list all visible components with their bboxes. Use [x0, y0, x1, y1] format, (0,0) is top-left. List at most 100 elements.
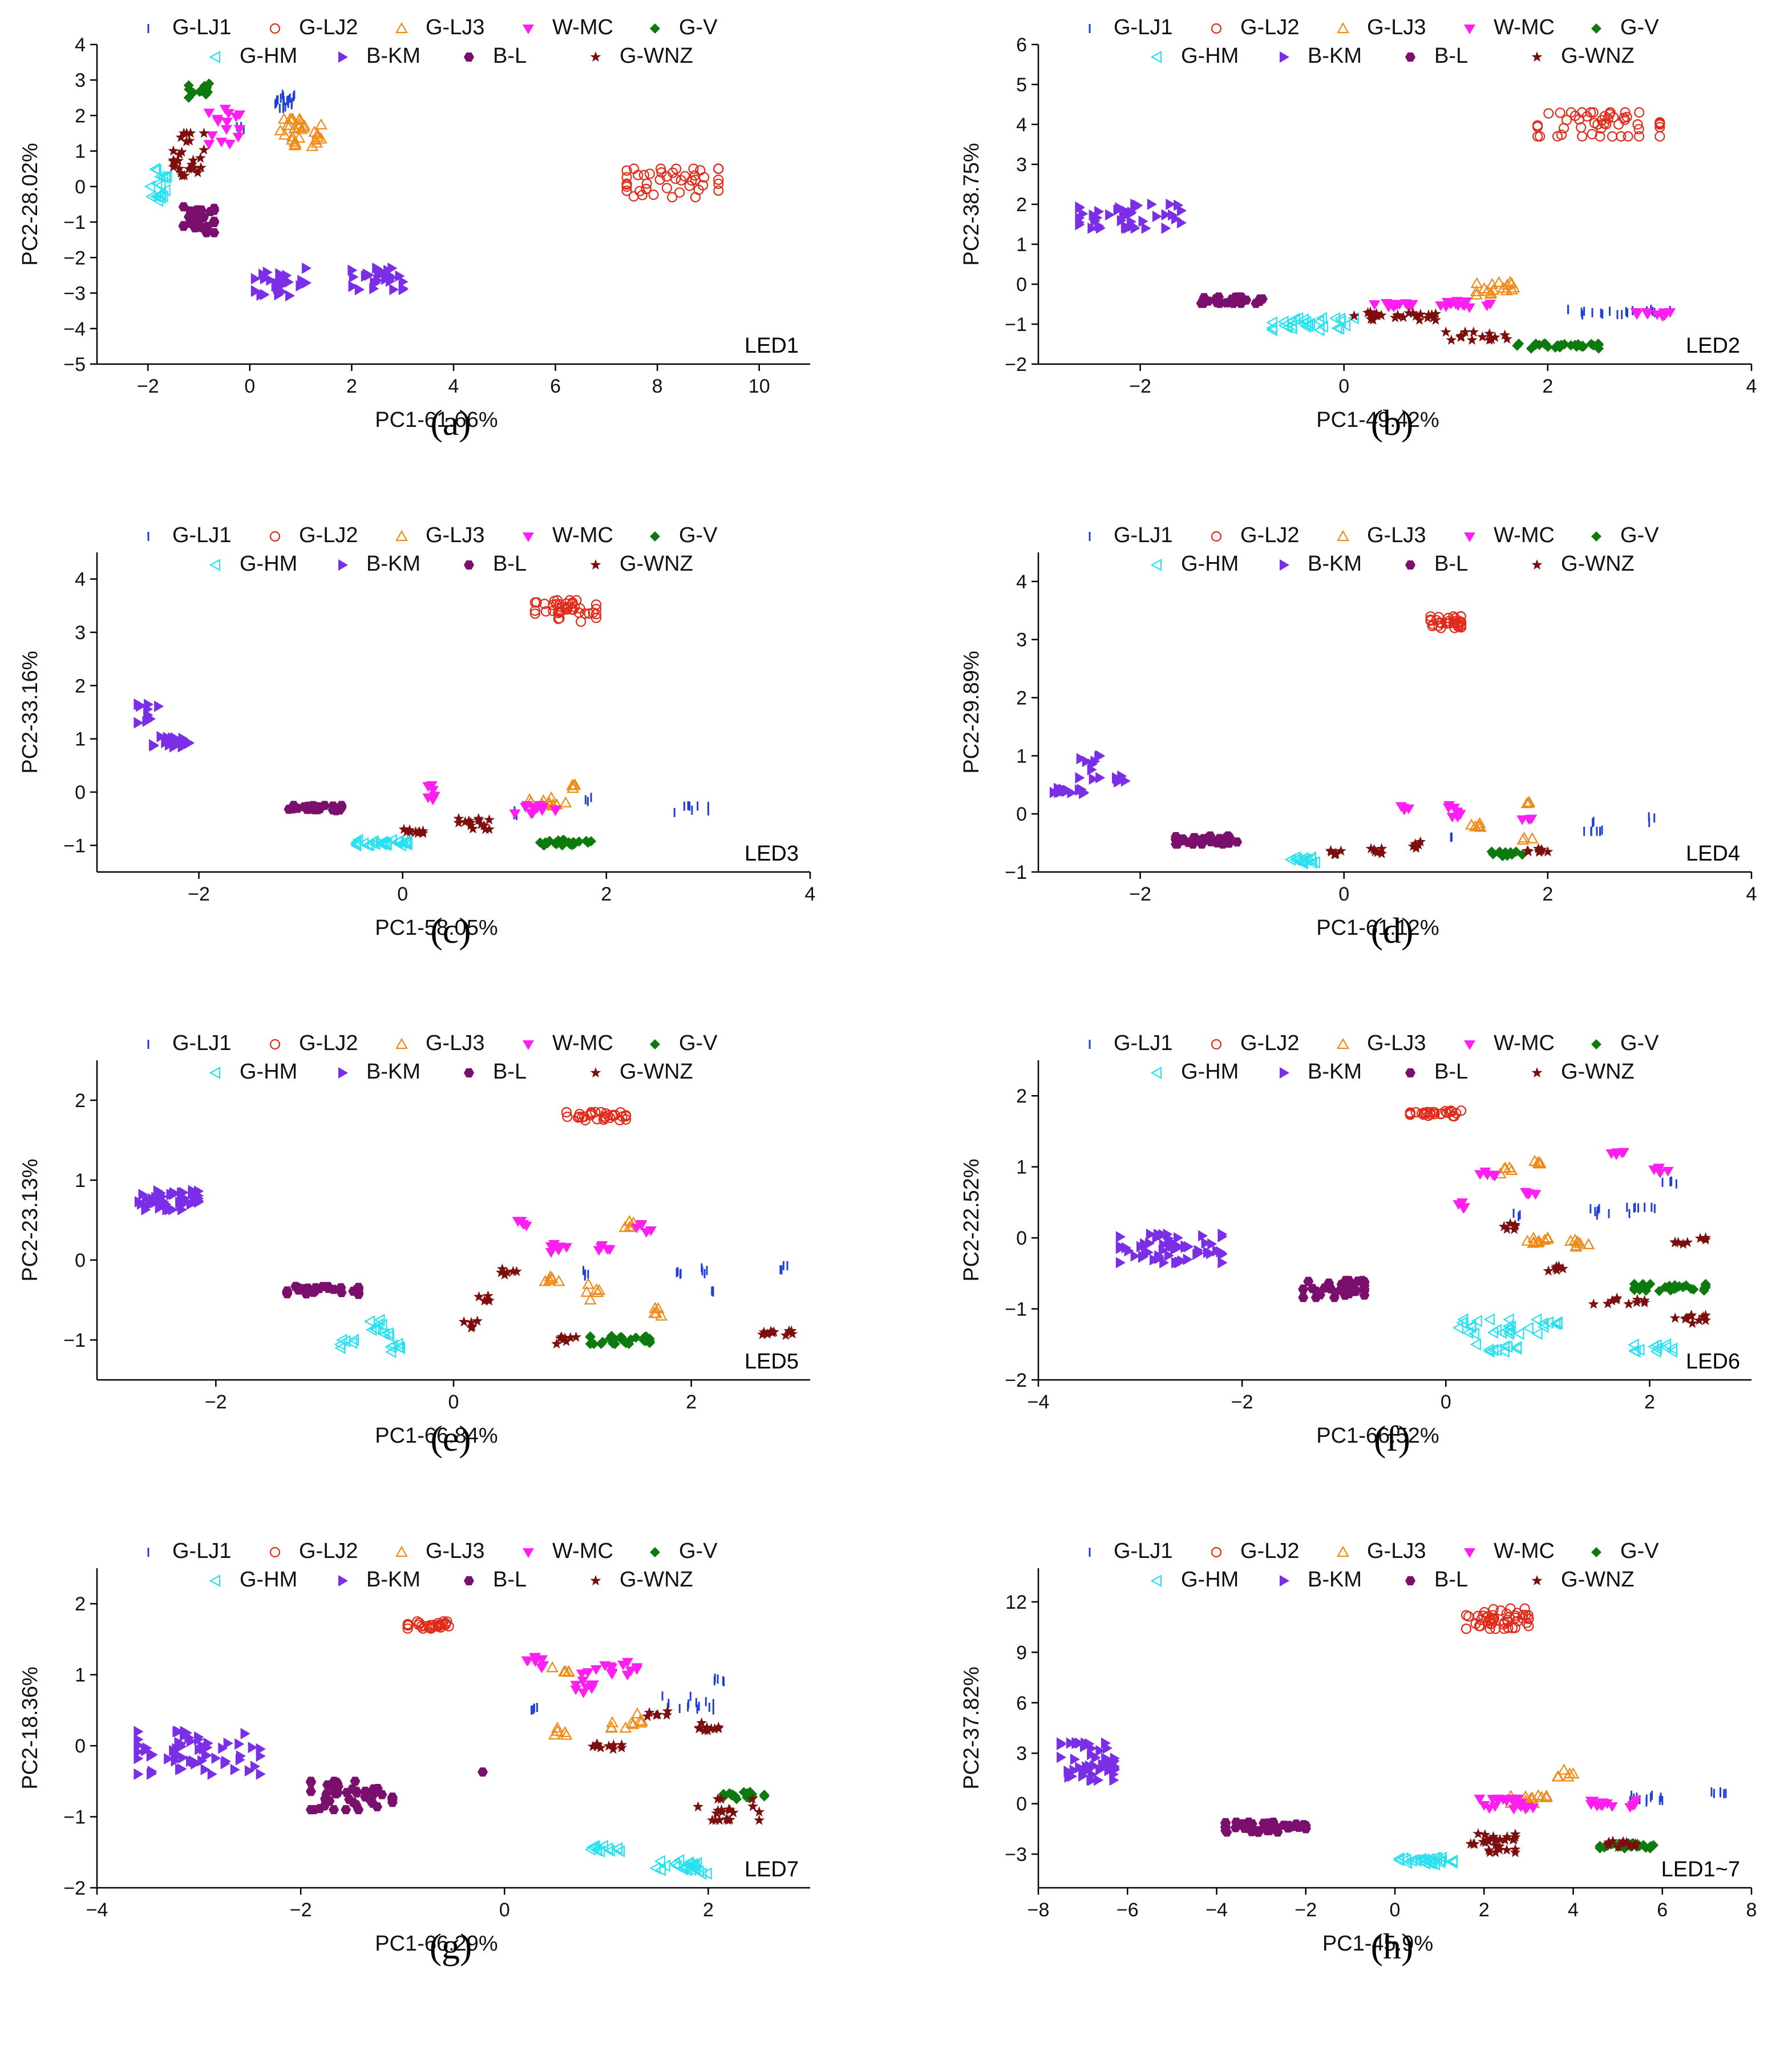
x-tick-label: 6 [550, 376, 561, 397]
legend-label: G-LJ1 [1114, 1539, 1172, 1563]
series-g-v [1629, 1279, 1711, 1297]
legend-label: B-L [1434, 552, 1468, 576]
data-point [1446, 334, 1457, 345]
legend-label: G-LJ2 [1240, 15, 1299, 39]
data-point [644, 168, 655, 179]
legend-item: G-LJ3 [1337, 15, 1426, 39]
scatter-points [134, 1616, 770, 1880]
legend-item: G-LJ1 [147, 523, 231, 547]
y-tick-label: 4 [1016, 571, 1027, 593]
y-tick-label: 1 [1016, 234, 1027, 256]
data-point [1523, 1322, 1534, 1334]
filled-diamond-icon [1591, 1039, 1601, 1049]
series-b-l [178, 202, 220, 237]
y-tick-label: 1 [1016, 745, 1027, 767]
data-point [199, 127, 209, 138]
data-point [1183, 1253, 1193, 1265]
x-axis-label: PC1-49.42% [1316, 408, 1439, 432]
x-tick-label: 0 [1441, 1391, 1451, 1413]
legend-label: G-LJ1 [1114, 523, 1172, 547]
y-tick-label: 4 [75, 569, 86, 591]
legend-label: G-LJ2 [299, 1031, 358, 1055]
legend-item: G-LJ2 [269, 1539, 358, 1563]
legend-label: G-V [679, 1031, 718, 1055]
y-tick-label: 0 [1016, 274, 1027, 296]
legend-item: G-WNZ [590, 44, 693, 68]
data-point [648, 189, 659, 200]
data-point [1555, 107, 1566, 118]
panel-label: (e) [430, 1418, 471, 1459]
filled-triangle-down-icon [1464, 25, 1475, 34]
legend-item: B-L [1405, 1568, 1468, 1592]
data-point [1532, 1328, 1543, 1340]
data-point [1607, 131, 1618, 142]
data-point [202, 1750, 212, 1762]
series-w-mc [203, 104, 245, 150]
data-point [1484, 1314, 1495, 1326]
data-point [661, 183, 673, 193]
series-g-hm [1453, 1314, 1678, 1358]
series-g-lj2 [402, 1616, 454, 1634]
series-g-hm [351, 834, 412, 851]
legend-label: W-MC [1494, 1031, 1555, 1055]
legend-label: G-V [679, 523, 718, 547]
filled-triangle-right-icon [338, 559, 348, 571]
data-point [1115, 1231, 1126, 1243]
legend-item: G-LJ2 [269, 523, 358, 547]
data-point [1141, 223, 1151, 234]
series-b-km [1049, 750, 1131, 800]
data-point [1161, 223, 1171, 234]
data-point [1453, 1322, 1464, 1334]
y-tick-label: 1 [75, 141, 86, 163]
series-w-mc [521, 1653, 643, 1698]
x-tick-label: 0 [448, 1391, 459, 1413]
open-triangle-left-icon [1151, 51, 1162, 63]
led-label: LED1~7 [1661, 1858, 1740, 1882]
open-triangle-up-icon [395, 1038, 408, 1049]
legend-item: B-KM [1280, 552, 1362, 576]
y-tick-label: 0 [1016, 1794, 1027, 1815]
legend-label: G-LJ1 [1114, 1031, 1172, 1055]
legend-item: G-WNZ [1531, 1568, 1635, 1592]
legend-item: G-HM [209, 44, 297, 68]
data-point [134, 1768, 144, 1780]
legend-label: G-LJ1 [172, 15, 231, 39]
data-point [220, 125, 232, 135]
chart-panel: G-LJ1 G-LJ2 G-LJ3 W-MC G-V G-HM B-KM B-L G-WNZ −4… [18, 1539, 810, 1967]
legend-item: G-WNZ [1531, 552, 1635, 576]
filled-hexagon-icon [1405, 560, 1415, 570]
chart-panel: G-LJ1 G-LJ2 G-LJ3 W-MC G-V G-HM B-KM B-L G-WNZ −2… [960, 15, 1757, 443]
scatter-points [134, 1107, 798, 1358]
panel-label: (g) [430, 1926, 472, 1967]
panel-label: (b) [1371, 402, 1414, 443]
legend-item: G-LJ1 [1089, 523, 1172, 547]
x-tick-label: 0 [1338, 883, 1349, 905]
legend-label: G-HM [1181, 44, 1239, 68]
series-g-lj2 [1425, 611, 1467, 633]
series-b-l [1196, 292, 1268, 308]
x-tick-label: 8 [652, 376, 663, 397]
legend-label: B-KM [366, 44, 420, 68]
legend-item: G-LJ2 [269, 1031, 358, 1055]
legend-item: G-HM [209, 1568, 297, 1592]
led-label: LED5 [745, 1350, 799, 1374]
legend-item: G-LJ2 [1211, 1031, 1299, 1055]
data-point [134, 1726, 144, 1738]
x-tick-label: −2 [1129, 883, 1151, 905]
y-tick-label: 0 [75, 782, 86, 804]
legend-item: G-WNZ [590, 1568, 693, 1592]
x-tick-label: 6 [1657, 1899, 1668, 1921]
data-point [684, 180, 695, 191]
open-circle-icon [269, 23, 281, 34]
legend-item: B-L [464, 1060, 527, 1084]
series-g-wnz [1498, 1218, 1712, 1329]
series-g-wnz [458, 1263, 798, 1349]
x-tick-label: 4 [448, 376, 459, 397]
y-tick-label: 3 [1016, 629, 1027, 651]
y-tick-label: −1 [63, 1807, 86, 1828]
data-point [1217, 1257, 1228, 1269]
x-tick-label: −2 [188, 883, 210, 905]
series-g-lj2 [529, 595, 602, 627]
series-b-km [134, 1726, 266, 1780]
legend-item: G-LJ2 [269, 15, 358, 39]
